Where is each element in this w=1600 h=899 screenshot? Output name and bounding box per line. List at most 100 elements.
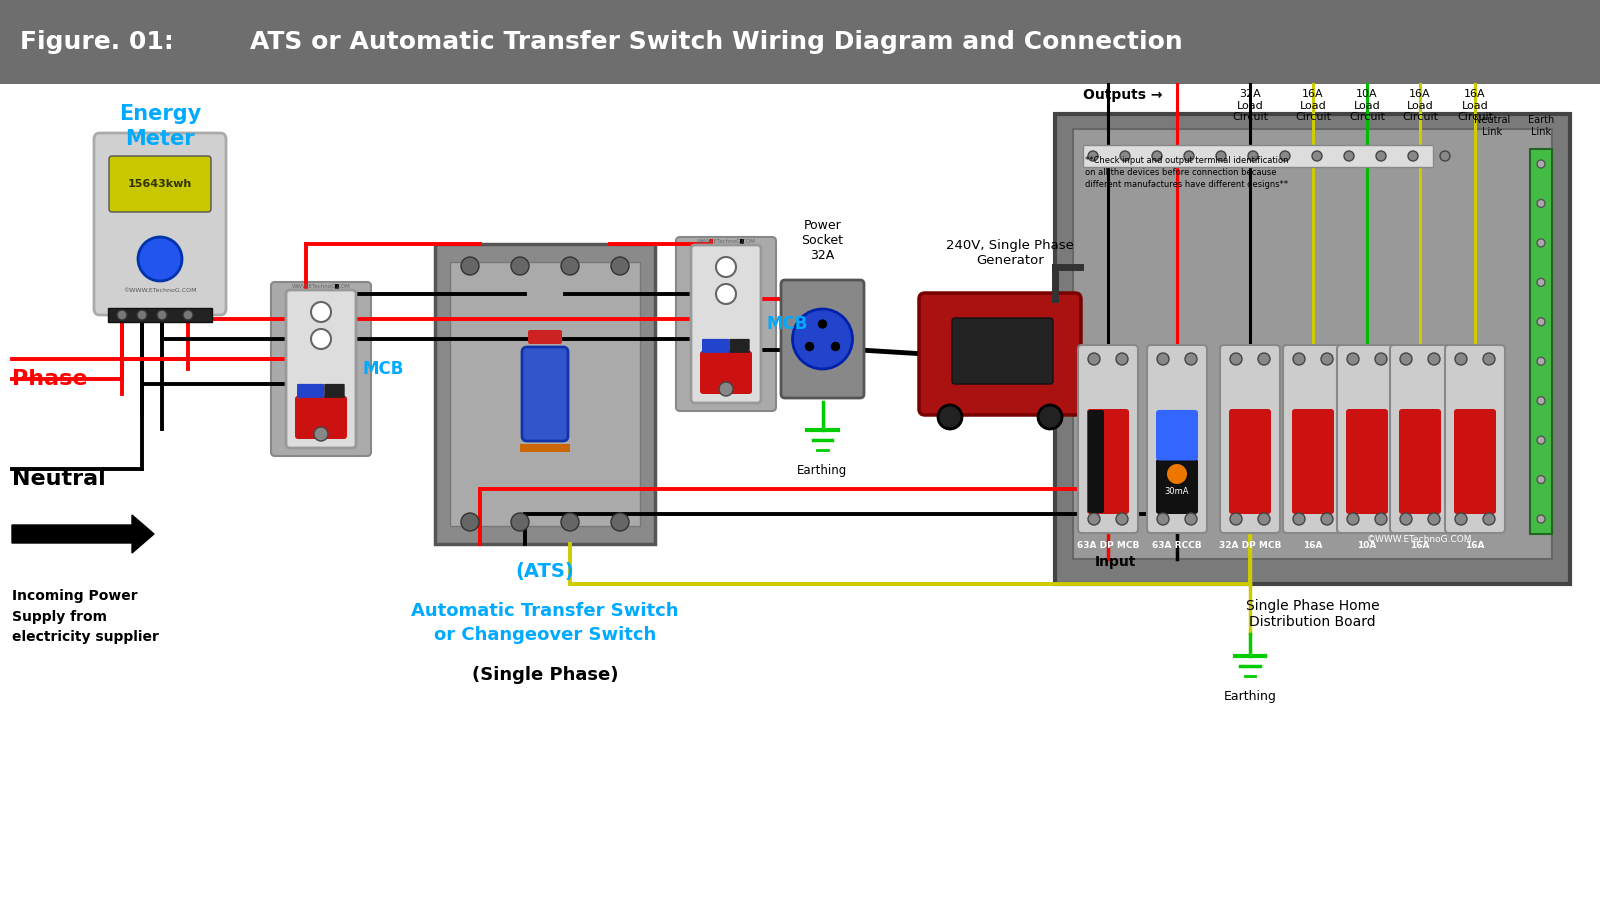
Circle shape [1400, 353, 1413, 365]
Circle shape [1376, 151, 1386, 161]
Circle shape [461, 257, 478, 275]
FancyBboxPatch shape [1157, 410, 1198, 460]
FancyBboxPatch shape [1221, 345, 1280, 533]
FancyBboxPatch shape [109, 308, 211, 322]
Circle shape [1120, 151, 1130, 161]
Circle shape [314, 427, 328, 441]
FancyBboxPatch shape [1338, 345, 1397, 533]
FancyBboxPatch shape [1398, 409, 1442, 514]
Circle shape [1186, 513, 1197, 525]
Circle shape [938, 405, 962, 429]
FancyBboxPatch shape [522, 347, 568, 441]
FancyBboxPatch shape [1086, 409, 1130, 514]
FancyBboxPatch shape [109, 156, 211, 212]
Text: Earthing: Earthing [797, 464, 848, 477]
FancyBboxPatch shape [781, 280, 864, 398]
Text: 16A
Load
Circuit: 16A Load Circuit [1458, 89, 1493, 122]
Circle shape [1230, 353, 1242, 365]
Circle shape [1400, 513, 1413, 525]
Circle shape [1248, 151, 1258, 161]
Text: ©WWW.ETechnoG.COM: ©WWW.ETechnoG.COM [123, 289, 197, 293]
FancyBboxPatch shape [1147, 345, 1206, 533]
Circle shape [1088, 151, 1098, 161]
Text: 30mA: 30mA [1165, 486, 1189, 495]
Circle shape [1483, 513, 1494, 525]
FancyBboxPatch shape [0, 84, 1600, 899]
Circle shape [1258, 353, 1270, 365]
Text: 32A DP MCB: 32A DP MCB [1219, 541, 1282, 550]
FancyBboxPatch shape [918, 293, 1082, 415]
Text: 15643kwh: 15643kwh [128, 179, 192, 189]
Circle shape [1374, 353, 1387, 365]
Text: (Single Phase): (Single Phase) [472, 666, 618, 684]
Circle shape [1280, 151, 1290, 161]
Circle shape [805, 343, 813, 351]
Circle shape [1157, 513, 1170, 525]
Text: 63A DP MCB: 63A DP MCB [1077, 541, 1139, 550]
FancyBboxPatch shape [1083, 145, 1434, 167]
Circle shape [138, 310, 147, 320]
Text: MCB: MCB [766, 315, 808, 333]
Text: Earthing: Earthing [1224, 690, 1277, 703]
Circle shape [1538, 515, 1546, 523]
Circle shape [1454, 353, 1467, 365]
Circle shape [1538, 436, 1546, 444]
FancyBboxPatch shape [1054, 114, 1570, 584]
Text: 16A: 16A [1466, 541, 1485, 550]
FancyBboxPatch shape [1390, 345, 1450, 533]
Circle shape [1538, 239, 1546, 247]
Circle shape [1429, 513, 1440, 525]
Circle shape [1454, 513, 1467, 525]
Circle shape [717, 257, 736, 277]
Text: **Check input and output terminal identification
on all the devices before conne: **Check input and output terminal identi… [1085, 156, 1288, 189]
Circle shape [1088, 513, 1101, 525]
Circle shape [310, 302, 331, 322]
FancyBboxPatch shape [294, 396, 347, 439]
FancyBboxPatch shape [270, 282, 371, 456]
FancyBboxPatch shape [1088, 410, 1104, 513]
Circle shape [138, 237, 182, 281]
Circle shape [117, 310, 126, 320]
Text: Outputs →: Outputs → [1083, 88, 1163, 102]
Text: 63A RCCB: 63A RCCB [1152, 541, 1202, 550]
Circle shape [819, 320, 827, 328]
Text: ATS or Automatic Transfer Switch Wiring Diagram and Connection: ATS or Automatic Transfer Switch Wiring … [250, 30, 1182, 54]
Text: Input: Input [1094, 555, 1136, 569]
FancyBboxPatch shape [1078, 345, 1138, 533]
FancyBboxPatch shape [1283, 345, 1342, 533]
FancyBboxPatch shape [701, 351, 752, 394]
Circle shape [1538, 160, 1546, 168]
Circle shape [1117, 513, 1128, 525]
Circle shape [611, 513, 629, 531]
Circle shape [1038, 405, 1062, 429]
Circle shape [1538, 396, 1546, 405]
Text: 32A
Load
Circuit: 32A Load Circuit [1232, 89, 1267, 122]
Circle shape [792, 309, 853, 369]
Text: 10A: 10A [1357, 541, 1376, 550]
Circle shape [832, 343, 840, 351]
Text: ©WWW.ETechnoG.COM: ©WWW.ETechnoG.COM [1368, 535, 1472, 544]
Text: Incoming Power
Supply from
electricity supplier: Incoming Power Supply from electricity s… [13, 589, 158, 645]
Circle shape [562, 513, 579, 531]
Text: Power
Socket
32A: Power Socket 32A [802, 219, 843, 262]
FancyBboxPatch shape [952, 318, 1053, 384]
Text: Earth
Link: Earth Link [1528, 115, 1554, 137]
Circle shape [1538, 279, 1546, 287]
Text: 10A
Load
Circuit: 10A Load Circuit [1349, 89, 1386, 122]
Circle shape [1293, 353, 1306, 365]
Circle shape [1538, 200, 1546, 208]
Circle shape [510, 257, 530, 275]
Text: Single Phase Home
Distribution Board: Single Phase Home Distribution Board [1246, 599, 1379, 629]
FancyBboxPatch shape [1454, 409, 1496, 514]
FancyBboxPatch shape [1445, 345, 1506, 533]
Circle shape [1312, 151, 1322, 161]
Text: (ATS): (ATS) [515, 562, 574, 581]
Circle shape [461, 513, 478, 531]
Text: 16A
Load
Circuit: 16A Load Circuit [1294, 89, 1331, 122]
Text: 16A
Load
Circuit: 16A Load Circuit [1402, 89, 1438, 122]
Text: Neutral
Link: Neutral Link [1474, 115, 1510, 137]
FancyBboxPatch shape [1293, 409, 1334, 514]
Circle shape [1258, 513, 1270, 525]
Circle shape [1152, 151, 1162, 161]
Circle shape [1216, 151, 1226, 161]
